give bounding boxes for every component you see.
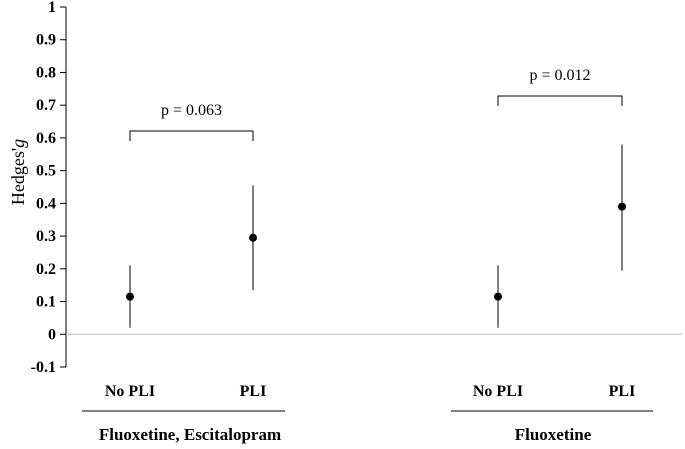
y-tick-label: 1 bbox=[48, 0, 56, 16]
data-point bbox=[618, 202, 626, 211]
category-label: No PLI bbox=[473, 383, 523, 400]
p-value-label: p = 0.012 bbox=[529, 67, 590, 84]
y-axis-label: Hedges'g bbox=[8, 139, 28, 205]
data-point bbox=[126, 292, 134, 301]
y-tick-label: -0.1 bbox=[31, 359, 56, 376]
y-tick-label: 0.6 bbox=[36, 130, 56, 147]
data-points bbox=[126, 202, 626, 301]
y-tick-label: 0.5 bbox=[36, 163, 56, 180]
y-tick-label: 0.1 bbox=[36, 294, 56, 311]
y-tick-label: 0.3 bbox=[36, 228, 56, 245]
significance-brackets: p = 0.063 p = 0.012 bbox=[129, 67, 623, 141]
p-value-label: p = 0.063 bbox=[161, 102, 222, 119]
significance-bracket bbox=[497, 95, 623, 106]
y-axis-label-italic: g bbox=[8, 139, 28, 148]
y-axis-label-main: Hedges' bbox=[8, 148, 28, 205]
y-tick-label: 0.4 bbox=[36, 195, 56, 212]
category-label: PLI bbox=[240, 383, 267, 400]
group-label: Fluoxetine bbox=[515, 425, 592, 444]
significance-bracket bbox=[129, 130, 254, 141]
y-tick-label: 0.9 bbox=[36, 32, 56, 49]
group-labels: Fluoxetine, Escitalopram Fluoxetine bbox=[82, 410, 653, 444]
y-tick-label: 0.7 bbox=[36, 97, 56, 114]
group-label: Fluoxetine, Escitalopram bbox=[99, 425, 281, 444]
category-labels: No PLI PLI No PLI PLI bbox=[105, 383, 635, 400]
category-label: PLI bbox=[609, 383, 636, 400]
y-tick-label: 0.2 bbox=[36, 261, 56, 278]
error-bars bbox=[129, 144, 623, 328]
data-point bbox=[494, 292, 502, 301]
y-ticks: 1 0.9 0.8 0.7 0.6 0.5 0.4 0.3 0.2 0.1 0 -0.1 bbox=[31, 0, 66, 376]
y-tick-label: 0.8 bbox=[36, 64, 56, 81]
y-tick-label: 0 bbox=[48, 326, 56, 343]
category-label: No PLI bbox=[105, 383, 155, 400]
data-point bbox=[249, 233, 257, 242]
axes-layer bbox=[65, 7, 682, 367]
